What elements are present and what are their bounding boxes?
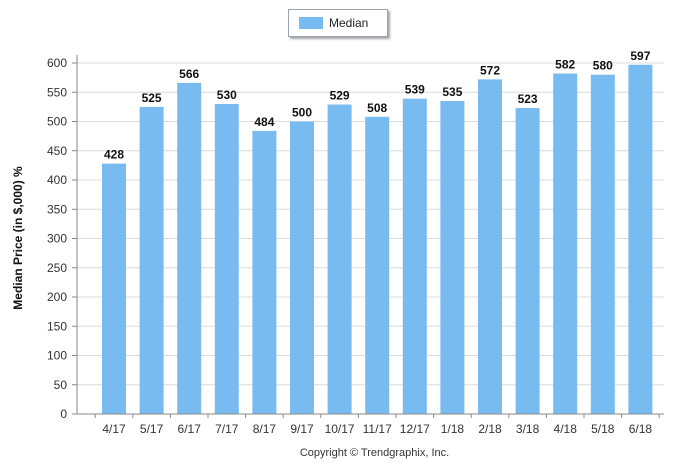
data-label: 539	[405, 83, 425, 97]
data-label: 428	[104, 148, 124, 162]
data-label: 523	[518, 92, 538, 106]
data-label: 508	[367, 101, 387, 115]
x-tick-label: 1/18	[441, 422, 465, 436]
data-label: 572	[480, 63, 500, 77]
y-tick-label: 150	[47, 319, 67, 333]
bar-5-18	[590, 74, 615, 414]
bar-11-17	[365, 116, 390, 414]
data-label: 580	[593, 59, 613, 73]
x-tick-label: 4/17	[102, 422, 126, 436]
data-label: 535	[442, 85, 462, 99]
bar-4-17	[102, 163, 126, 414]
x-tick-label: 4/18	[554, 422, 578, 436]
bar-9-17	[290, 121, 314, 414]
y-tick-label: 0	[60, 407, 67, 421]
data-label: 529	[330, 89, 350, 103]
bar-2-18	[478, 79, 502, 414]
y-tick-label: 500	[47, 115, 67, 129]
bar-4-18	[553, 73, 578, 414]
bar-3-18	[515, 108, 540, 415]
x-tick-label: 12/17	[400, 422, 430, 436]
x-tick-label: 9/17	[290, 422, 314, 436]
y-tick-label: 250	[47, 261, 67, 275]
bar-7-17	[214, 103, 239, 414]
x-tick-label: 6/18	[629, 422, 653, 436]
y-tick-label: 600	[47, 56, 67, 70]
data-label: 566	[179, 67, 199, 81]
y-tick-label: 350	[47, 202, 67, 216]
x-tick-label: 3/18	[516, 422, 540, 436]
data-label: 597	[630, 49, 650, 63]
bar-6-17	[177, 82, 202, 414]
data-label: 525	[142, 91, 162, 105]
x-tick-label: 5/17	[140, 422, 164, 436]
chart-legend: Median	[288, 9, 388, 37]
x-tick-label: 10/17	[325, 422, 355, 436]
x-tick-label: 8/17	[253, 422, 277, 436]
bar-8-17	[252, 130, 277, 415]
x-tick-label: 2/18	[478, 422, 502, 436]
y-axis-title: Median Price (in $,000) %	[11, 166, 25, 310]
bar-5-17	[139, 106, 164, 414]
y-tick-label: 400	[47, 173, 67, 187]
bar-6-18	[628, 64, 653, 414]
y-tick-label: 300	[47, 232, 67, 246]
y-tick-label: 450	[47, 144, 67, 158]
legend-label-median: Median	[329, 16, 369, 30]
bar-1-18	[440, 101, 465, 415]
x-tick-label: 7/17	[215, 422, 239, 436]
y-tick-label: 100	[47, 349, 67, 363]
data-label: 582	[555, 58, 575, 72]
x-tick-label: 11/17	[363, 422, 392, 436]
bar-12-17	[402, 98, 427, 414]
data-label: 500	[292, 106, 312, 120]
x-tick-label: 5/18	[591, 422, 615, 436]
y-tick-label: 200	[47, 290, 67, 304]
data-label: 484	[254, 115, 274, 129]
y-tick-label: 50	[54, 378, 68, 392]
copyright-text: Copyright © Trendgraphix, Inc.	[299, 447, 450, 459]
data-label: 530	[217, 88, 237, 102]
bar-10-17	[327, 104, 352, 414]
x-tick-label: 6/17	[178, 422, 202, 436]
legend-swatch-median	[299, 17, 323, 29]
y-tick-label: 550	[47, 85, 67, 99]
